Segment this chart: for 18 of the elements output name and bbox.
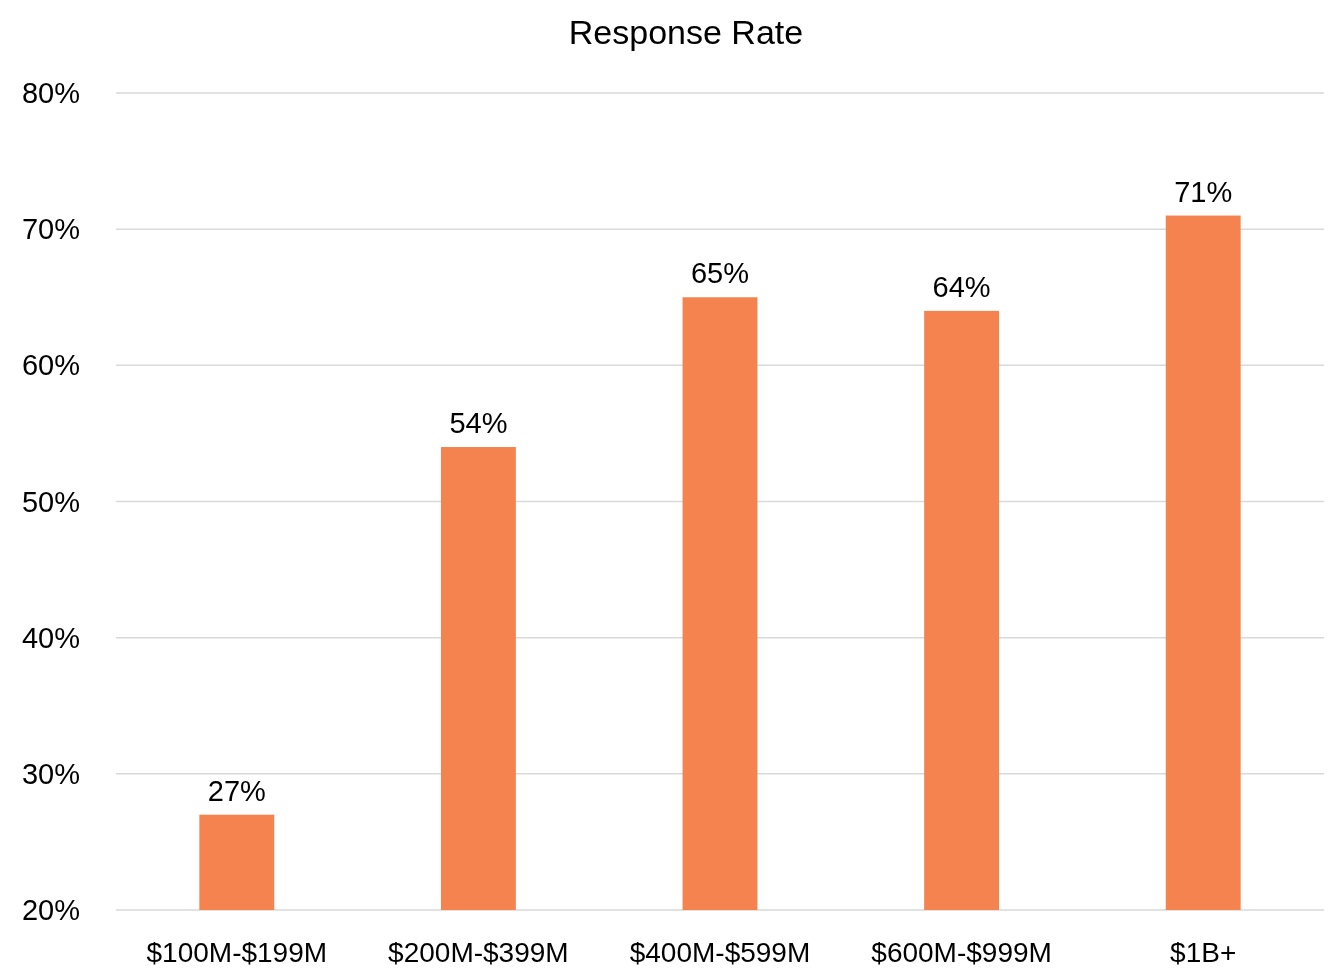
y-tick-label: 40% [21,621,80,654]
y-tick-label: 70% [21,213,80,246]
data-label: 71% [1174,175,1233,208]
data-label: 54% [449,407,508,440]
data-label: 64% [932,270,991,303]
x-tick-label: $1B+ [1170,937,1237,968]
chart-title: Response Rate [568,13,804,51]
x-tick-label: $600M-$999M [871,937,1052,968]
x-tick-label: $200M-$399M [388,937,569,968]
y-tick-label: 60% [21,349,80,382]
data-label: 65% [690,257,750,290]
x-tick-label: $400M-$599M [629,937,811,968]
y-tick-label: 80% [21,77,80,110]
x-tick-label: $100M-$199M [146,937,328,968]
y-tick-label: 30% [21,757,80,790]
y-tick-label: 20% [21,894,80,927]
y-tick-label: 50% [21,485,80,518]
data-label: 27% [207,774,266,807]
